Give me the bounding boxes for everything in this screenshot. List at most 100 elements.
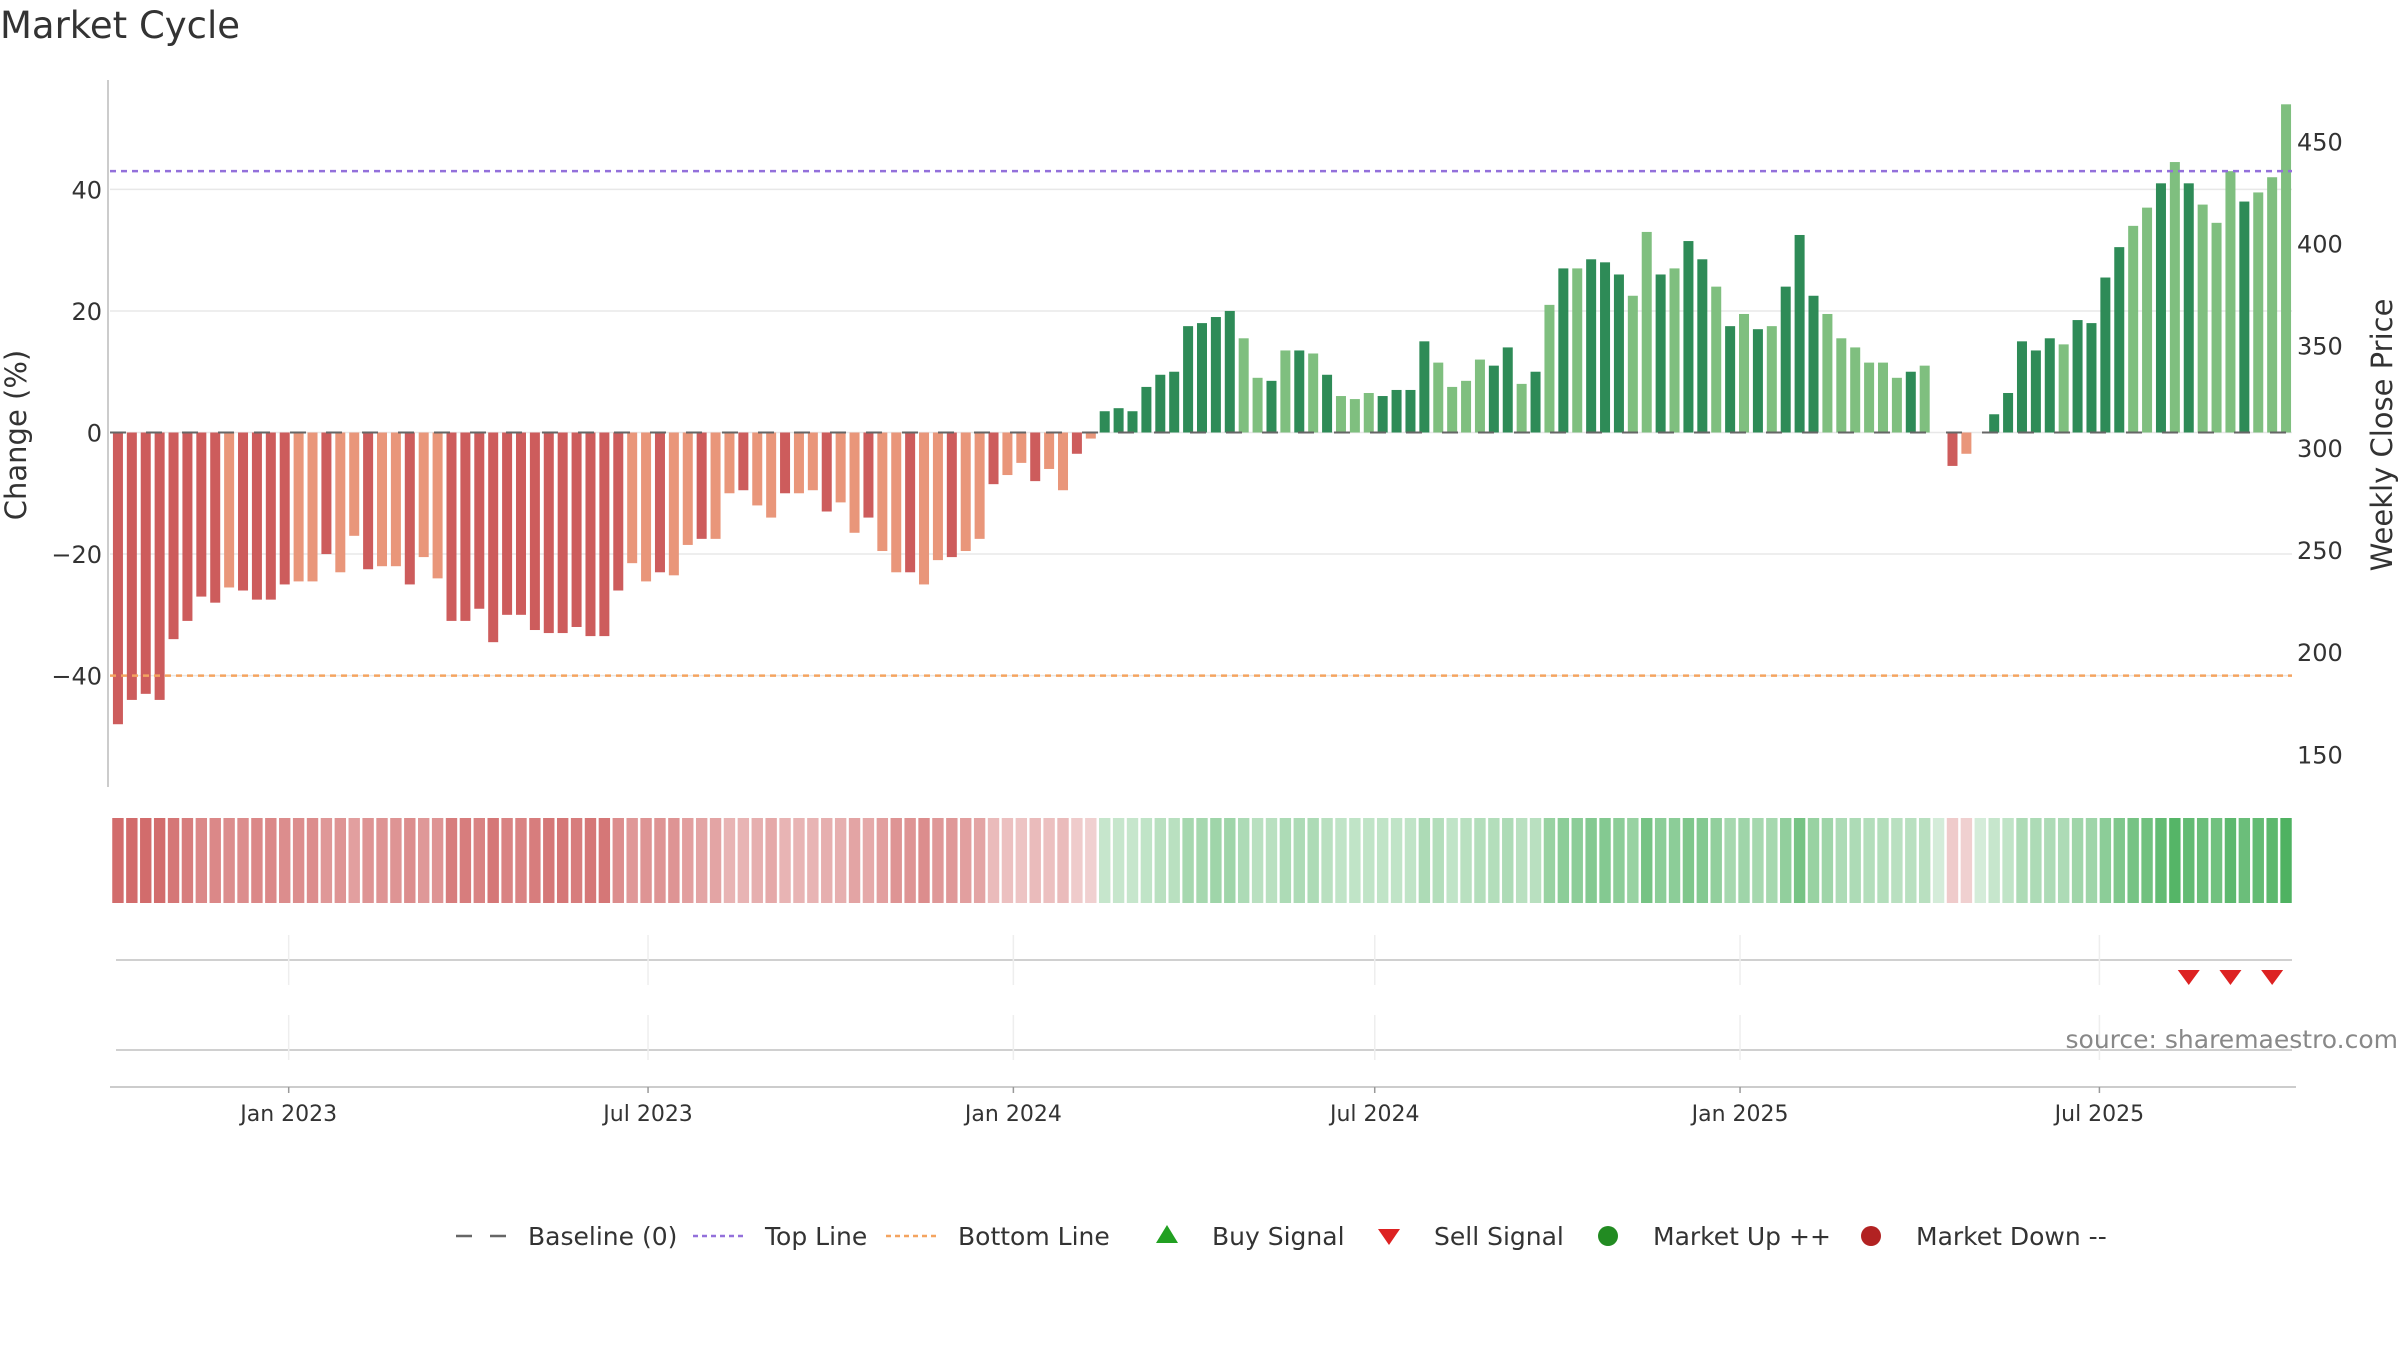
bar: [1419, 341, 1430, 433]
heat-cell: [473, 818, 485, 903]
heat-cell: [1877, 818, 1889, 903]
heat-cell: [1599, 818, 1611, 903]
heat-cell: [668, 818, 680, 903]
y-tick-label-right: 400: [2297, 230, 2343, 258]
heat-cell: [598, 818, 611, 903]
heat-cell: [501, 818, 513, 903]
heat-cell: [1960, 818, 1973, 903]
bar: [279, 432, 290, 585]
heat-cell: [2155, 818, 2167, 903]
heat-cell: [1988, 818, 2000, 903]
bar: [919, 432, 930, 585]
bar: [502, 432, 513, 615]
heat-cell: [445, 818, 458, 903]
legend-label: Buy Signal: [1212, 1222, 1345, 1251]
heat-cell: [1126, 818, 1139, 903]
x-tick-label: Jul 2025: [2053, 1102, 2145, 1127]
heat-cell: [418, 818, 430, 903]
heat-cell: [890, 818, 902, 903]
bar: [1558, 268, 1569, 433]
heat-cell: [1293, 818, 1305, 903]
heat-cell: [2071, 818, 2084, 903]
heat-cell: [1488, 818, 1500, 903]
heat-cell: [2030, 818, 2042, 903]
bar: [1683, 241, 1694, 433]
bar: [1294, 350, 1305, 433]
heat-cell: [1529, 818, 1542, 903]
y-tick-label-right: 150: [2297, 741, 2343, 769]
heat-cell: [1932, 818, 1945, 903]
heat-cell: [1780, 818, 1792, 903]
heat-cell: [2183, 818, 2195, 903]
bar: [849, 432, 860, 533]
heat-cell: [876, 818, 889, 903]
bar: [251, 432, 262, 600]
heat-cell: [306, 818, 319, 903]
heat-cell: [1613, 818, 1625, 903]
x-tick-label: Jan 2023: [238, 1102, 337, 1127]
bar: [1210, 317, 1221, 433]
bar: [974, 432, 985, 539]
heat-cell: [2169, 818, 2181, 903]
bar: [613, 432, 624, 591]
bar: [1669, 268, 1680, 433]
bar: [891, 432, 902, 573]
bar: [1196, 323, 1207, 433]
heat-cell: [237, 818, 249, 903]
heat-cell: [973, 818, 986, 903]
heat-cell: [1057, 818, 1069, 903]
legend-item-top: Top Line: [693, 1222, 867, 1251]
heat-cell: [1154, 818, 1166, 903]
bar: [307, 432, 318, 582]
bar: [793, 432, 804, 494]
bar: [2044, 338, 2055, 433]
y-tick-label-right: 200: [2297, 639, 2343, 667]
y-tick-label-left: 0: [87, 420, 102, 448]
bar: [1572, 268, 1583, 433]
heat-cell: [682, 818, 694, 903]
heat-cell: [1196, 818, 1208, 903]
legend-label: Baseline (0): [528, 1222, 677, 1251]
heat-cell: [1543, 818, 1556, 903]
heat-cell: [1043, 818, 1055, 903]
legend-label: Market Down --: [1916, 1222, 2107, 1251]
heat-cell: [1891, 818, 1903, 903]
bar: [780, 432, 791, 494]
bar: [1530, 371, 1541, 433]
heat-cell: [2224, 818, 2237, 903]
bar: [2086, 323, 2097, 433]
bar: [238, 432, 249, 591]
heat-cell: [1793, 818, 1806, 903]
bar: [2058, 344, 2069, 433]
bar: [905, 432, 916, 573]
heat-cell: [334, 818, 347, 903]
bar: [265, 432, 276, 600]
heat-cell: [1279, 818, 1292, 903]
legend-item-buy: Buy Signal: [1156, 1222, 1345, 1251]
heat-cell: [1363, 818, 1375, 903]
heat-cell: [1460, 818, 1472, 903]
bar: [1864, 362, 1875, 433]
bar: [1586, 259, 1597, 433]
bar: [1002, 432, 1013, 476]
bar: [515, 432, 526, 615]
bar: [1155, 374, 1166, 433]
bar: [682, 432, 693, 545]
heat-cell: [2057, 818, 2070, 903]
bar: [182, 432, 193, 621]
heat-cell: [1168, 818, 1180, 903]
bar: [1058, 432, 1069, 491]
heat-cell: [1918, 818, 1931, 903]
sell-signal-marker: [2177, 970, 2200, 985]
heat-cell: [1349, 818, 1361, 903]
heat-cell: [612, 818, 624, 903]
bar: [766, 432, 777, 518]
heat-cell: [1724, 818, 1736, 903]
bar: [2100, 277, 2111, 433]
heat-cell: [2280, 818, 2292, 903]
bar: [696, 432, 707, 539]
bar: [1600, 262, 1611, 433]
heat-cell: [515, 818, 527, 903]
bar: [2030, 350, 2041, 433]
